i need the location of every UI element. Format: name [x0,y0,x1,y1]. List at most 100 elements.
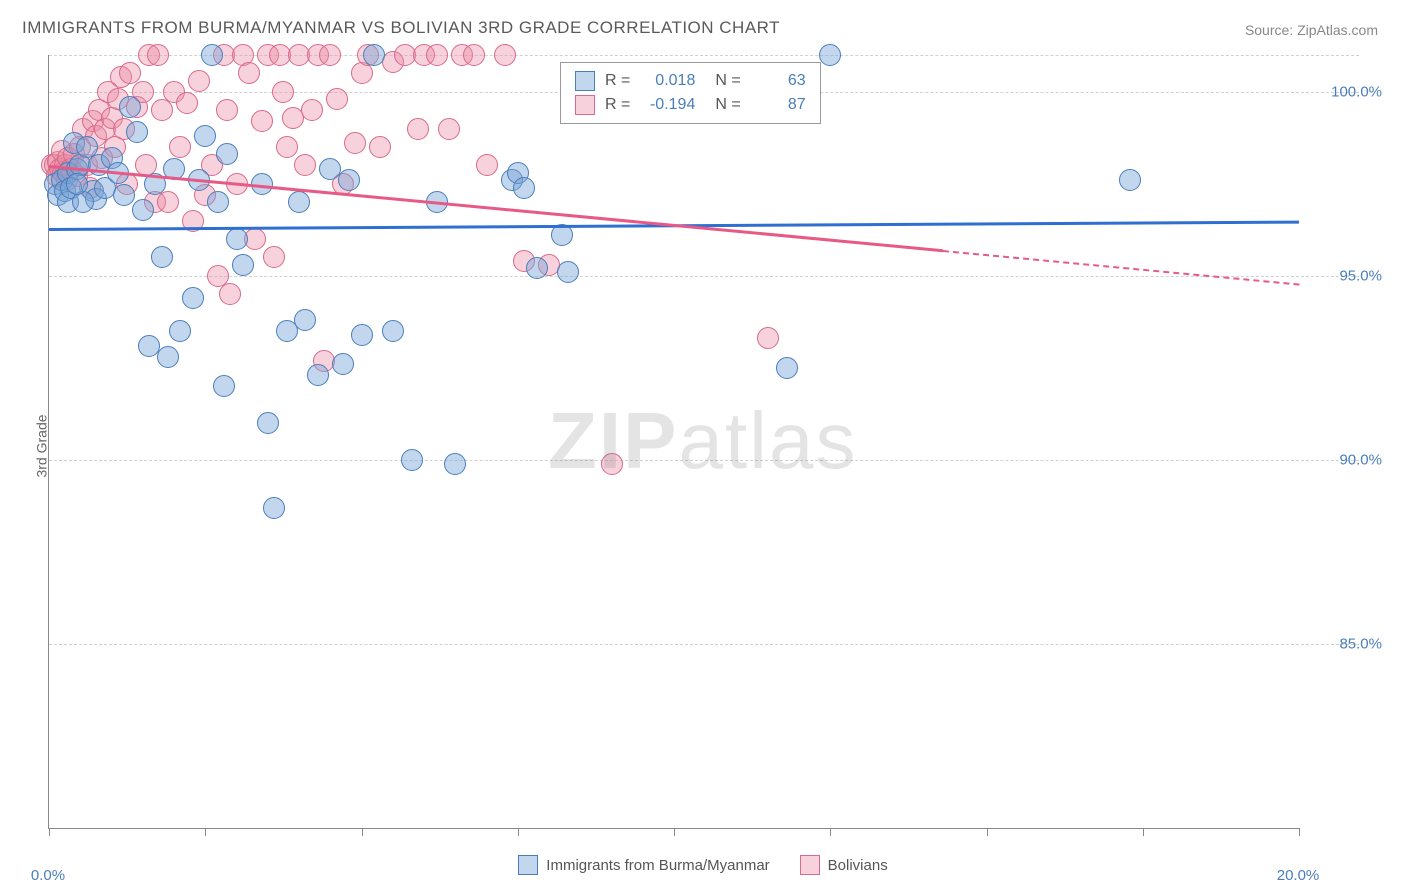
series-legend-item-bolivians: Bolivians [800,855,888,875]
legend-n-value: 63 [751,69,806,93]
legend-n-label: N = [715,93,740,117]
scatter-point-burma [113,184,135,206]
legend-r-label: R = [605,69,630,93]
series-legend-label: Bolivians [828,857,888,874]
scatter-point-burma [382,320,404,342]
y-tick-label: 85.0% [1339,635,1382,652]
scatter-point-burma [182,287,204,309]
scatter-point-burma [351,324,373,346]
scatter-point-burma [126,121,148,143]
scatter-point-bolivians [169,136,191,158]
legend-n-value: 87 [751,93,806,117]
x-tick-label: 20.0% [1277,867,1320,884]
legend-swatch [575,71,595,91]
scatter-point-burma [332,353,354,375]
scatter-point-bolivians [438,118,460,140]
scatter-point-bolivians [344,132,366,154]
x-tick [518,828,519,836]
scatter-point-bolivians [301,99,323,121]
scatter-point-bolivians [463,44,485,66]
scatter-point-bolivians [188,70,210,92]
scatter-point-burma [776,357,798,379]
y-tick-label: 100.0% [1331,83,1382,100]
scatter-point-burma [226,228,248,250]
scatter-point-burma [157,346,179,368]
x-tick [362,828,363,836]
scatter-point-bolivians [176,92,198,114]
scatter-point-bolivians [426,44,448,66]
scatter-point-burma [513,177,535,199]
x-tick-label: 0.0% [31,867,65,884]
trendline [49,165,943,252]
scatter-point-bolivians [263,246,285,268]
scatter-point-burma [194,125,216,147]
scatter-point-burma [557,261,579,283]
scatter-point-bolivians [326,88,348,110]
scatter-point-burma [263,497,285,519]
gridline [49,276,1359,277]
scatter-point-bolivians [147,44,169,66]
series-legend-label: Immigrants from Burma/Myanmar [546,857,769,874]
x-tick [987,828,988,836]
scatter-point-burma [132,199,154,221]
legend-swatch [518,855,538,875]
scatter-point-bolivians [219,283,241,305]
chart-title: IMMIGRANTS FROM BURMA/MYANMAR VS BOLIVIA… [22,18,780,38]
legend-r-value: 0.018 [640,69,695,93]
scatter-point-burma [213,375,235,397]
scatter-point-bolivians [757,327,779,349]
gridline [49,460,1359,461]
scatter-point-bolivians [238,62,260,84]
scatter-point-bolivians [157,191,179,213]
y-tick-label: 95.0% [1339,267,1382,284]
scatter-point-burma [363,44,385,66]
x-tick [1143,828,1144,836]
scatter-point-bolivians [251,110,273,132]
scatter-point-burma [1119,169,1141,191]
legend-swatch [575,95,595,115]
scatter-point-burma [232,254,254,276]
correlation-legend-box: R = 0.018 N = 63 R = -0.194 N = 87 [560,62,821,124]
scatter-point-burma [119,96,141,118]
scatter-point-bolivians [216,99,238,121]
scatter-point-burma [307,364,329,386]
source-attribution: Source: ZipAtlas.com [1245,22,1378,38]
scatter-point-burma [551,224,573,246]
scatter-point-bolivians [272,81,294,103]
scatter-point-burma [338,169,360,191]
x-tick [49,828,50,836]
x-tick [1299,828,1300,836]
scatter-point-burma [819,44,841,66]
scatter-point-burma [151,246,173,268]
legend-row-burma: R = 0.018 N = 63 [575,69,806,93]
scatter-point-bolivians [244,228,266,250]
series-legend: Immigrants from Burma/Myanmar Bolivians [0,855,1406,875]
x-tick [674,828,675,836]
legend-n-label: N = [715,69,740,93]
scatter-point-burma [526,257,548,279]
scatter-point-burma [257,412,279,434]
gridline [49,644,1359,645]
scatter-point-burma [66,173,88,195]
scatter-point-burma [169,320,191,342]
scatter-plot-area [48,55,1299,829]
legend-r-label: R = [605,93,630,117]
scatter-point-burma [216,143,238,165]
legend-row-bolivians: R = -0.194 N = 87 [575,93,806,117]
scatter-point-burma [294,309,316,331]
scatter-point-burma [444,453,466,475]
x-tick [205,828,206,836]
scatter-point-burma [288,191,310,213]
scatter-point-burma [207,191,229,213]
legend-r-value: -0.194 [640,93,695,117]
x-tick [830,828,831,836]
trendline-extrapolated [943,250,1299,286]
scatter-point-bolivians [369,136,391,158]
series-legend-item-burma: Immigrants from Burma/Myanmar [518,855,769,875]
scatter-point-bolivians [276,136,298,158]
scatter-point-bolivians [151,99,173,121]
y-tick-label: 90.0% [1339,451,1382,468]
scatter-point-bolivians [294,154,316,176]
scatter-point-bolivians [601,453,623,475]
legend-swatch [800,855,820,875]
